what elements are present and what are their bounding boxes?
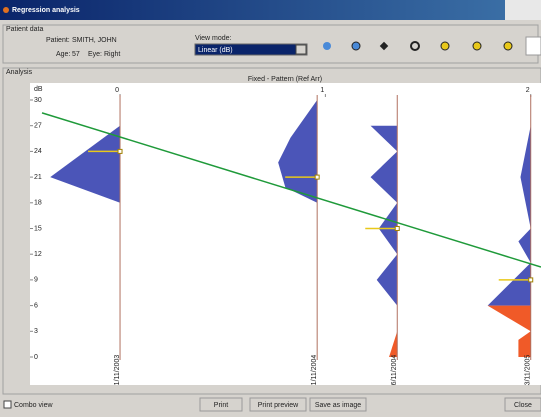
visit-date: 3/11/2005 (525, 355, 532, 386)
button[interactable] (199, 397, 243, 412)
button-label: Print preview (258, 402, 299, 409)
chart: Fixed - Pattern (Ref Arr)dB0369121518212… (30, 76, 541, 385)
label: View mode: (195, 35, 232, 42)
y-tick-label: 18 (34, 200, 42, 207)
y-tick-label: 12 (34, 251, 42, 258)
button[interactable] (309, 397, 367, 412)
y-tick-label: 21 (34, 174, 42, 181)
y-tick-label: 30 (34, 97, 42, 104)
patient-name: SMITH, JOHN (72, 37, 117, 44)
checkbox[interactable] (3, 400, 12, 409)
view-mode-select[interactable] (194, 43, 308, 56)
tool-button[interactable] (379, 41, 389, 51)
tool-button[interactable] (410, 41, 420, 51)
y-tick-label: 3 (34, 328, 38, 335)
button-label: Save as image (315, 402, 361, 409)
button-label: Print (214, 402, 228, 409)
y-axis-label: dB (34, 86, 43, 93)
tool-button[interactable] (525, 36, 541, 56)
button-label: Close (514, 402, 532, 409)
visit-date: 1/11/2004 (311, 355, 318, 386)
label: Eye: (88, 51, 102, 58)
mean-marker (117, 148, 123, 154)
tool-button[interactable] (472, 41, 482, 51)
app-icon (3, 7, 9, 13)
tool-button[interactable] (440, 41, 450, 51)
tool-button[interactable] (351, 41, 361, 51)
visit-date: 6/11/2004 (391, 355, 398, 386)
toolbar (323, 36, 541, 56)
mean-marker (394, 226, 400, 231)
analysis-group (2, 67, 541, 395)
title-bar-end (505, 0, 541, 20)
mean-marker (528, 277, 534, 283)
x-tick-label: 1 (320, 87, 324, 94)
label: Age: (56, 51, 70, 58)
y-tick-label: 24 (34, 148, 42, 155)
x-tick-label: 0 (115, 87, 119, 94)
select-value: Linear (dB) (198, 47, 233, 54)
profile-area (370, 125, 398, 306)
y-tick-label: 0 (34, 354, 38, 361)
profile-area (487, 125, 531, 306)
window-title: Regression analysis (12, 7, 80, 14)
profile-area (50, 125, 121, 203)
dropdown-arrow[interactable] (295, 44, 307, 55)
label: Patient: (46, 37, 70, 44)
y-tick-label: 6 (34, 302, 38, 309)
y-tick-label: 9 (34, 277, 38, 284)
group-label: Analysis (6, 69, 33, 76)
checkbox-label: Combo view (14, 402, 53, 409)
mean-marker (314, 174, 320, 180)
tool-button[interactable] (503, 41, 513, 51)
plot-area (30, 83, 541, 385)
patient-eye: Right (104, 51, 120, 58)
y-tick-label: 27 (34, 123, 42, 130)
button[interactable] (249, 397, 307, 412)
group-label: Patient data (6, 26, 43, 33)
regression-line (41, 112, 541, 268)
patient-age: 57 (72, 51, 80, 58)
title-bar (0, 0, 505, 20)
loss-area (487, 305, 531, 357)
visit-date: 1/11/2003 (114, 355, 121, 386)
button[interactable] (504, 397, 541, 412)
x-tick-label: 2 (526, 87, 530, 94)
loss-area (389, 331, 398, 357)
y-tick-label: 15 (34, 225, 42, 232)
chart-title: Fixed - Pattern (Ref Arr) (248, 76, 322, 83)
button-row: Print Print preview Save as image Close (199, 397, 541, 412)
tool-button[interactable] (323, 42, 331, 50)
